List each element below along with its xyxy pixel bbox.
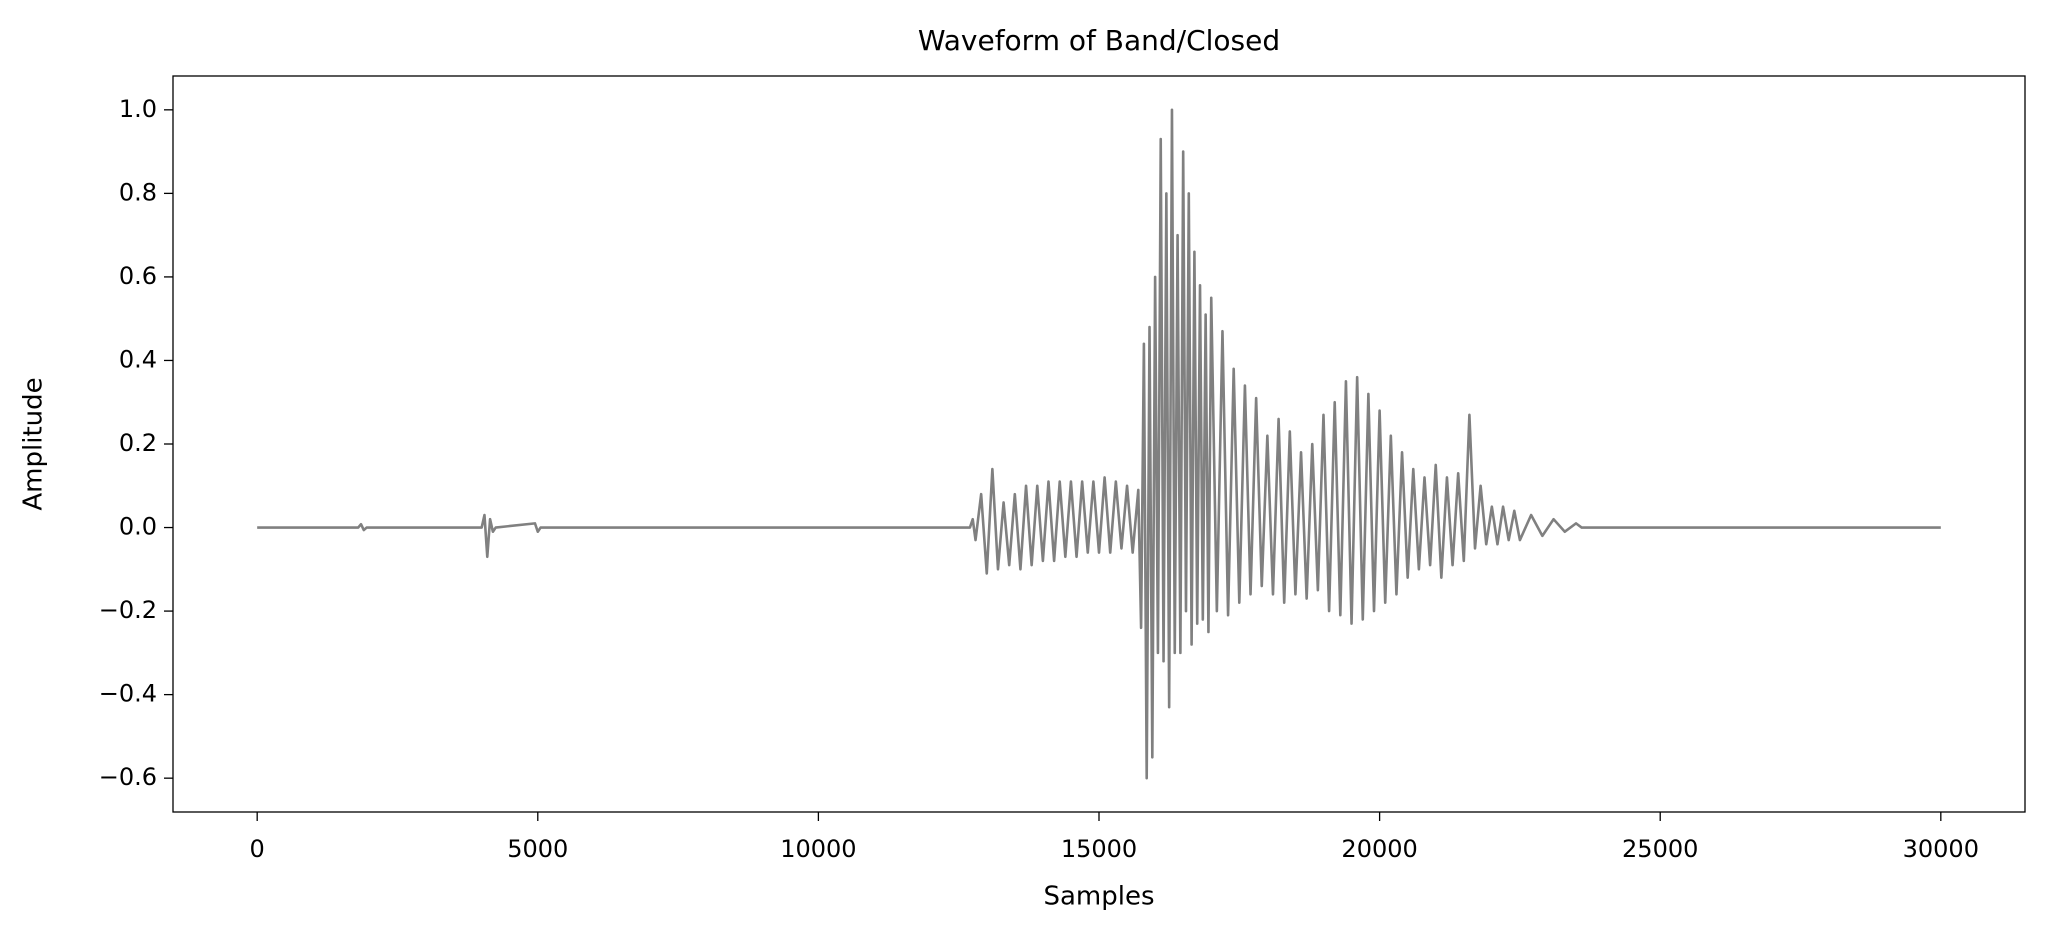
y-tick-label: −0.6 [99, 763, 157, 791]
y-tick-label: −0.4 [99, 680, 157, 708]
y-axis-label: Amplitude [19, 377, 49, 510]
x-tick-label: 15000 [1061, 835, 1137, 863]
x-tick-label: 30000 [1903, 835, 1979, 863]
y-tick-label: 0.2 [119, 429, 157, 457]
x-tick-label: 20000 [1341, 835, 1417, 863]
y-tick-label: 1.0 [119, 95, 157, 123]
x-tick-label: 25000 [1622, 835, 1698, 863]
y-tick-label: 0.4 [119, 345, 157, 373]
x-tick-label: 0 [250, 835, 265, 863]
waveform-line [257, 108, 1941, 780]
y-tick-label: 0.0 [119, 513, 157, 541]
y-tick-label: 0.6 [119, 262, 157, 290]
chart-title: Waveform of Band/Closed [918, 24, 1280, 57]
x-axis-label: Samples [1043, 882, 1154, 912]
y-tick-label: −0.2 [99, 596, 157, 624]
x-tick-label: 10000 [780, 835, 856, 863]
plot-frame [172, 75, 2026, 813]
y-tick-label: 0.8 [119, 178, 157, 206]
x-tick-label: 5000 [507, 835, 568, 863]
